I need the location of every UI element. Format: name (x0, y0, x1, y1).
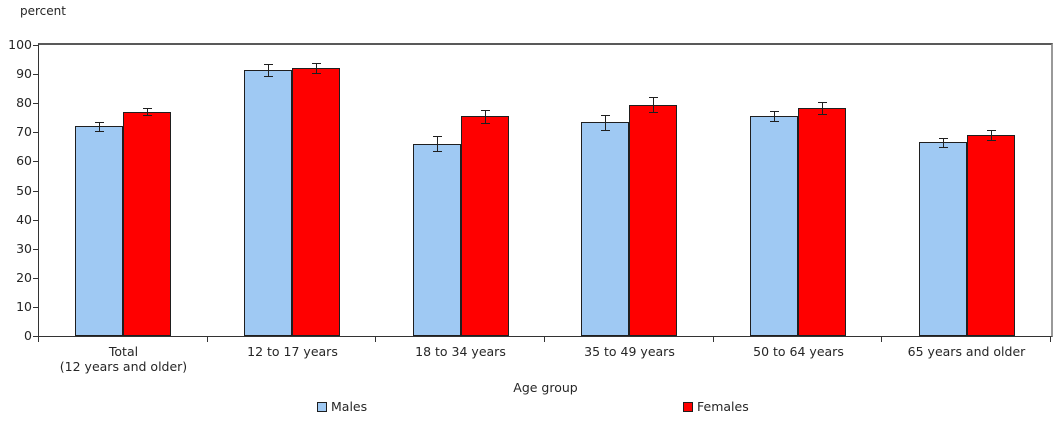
y-axis-tick-mark (33, 191, 38, 192)
error-bar (316, 63, 317, 73)
legend-item-females: Females (683, 399, 749, 414)
bar-females (292, 68, 340, 336)
x-category-label: 18 to 34 years (415, 344, 506, 359)
x-axis-tick-mark (38, 337, 39, 342)
y-axis-tick-label: 50 (16, 183, 32, 198)
error-bar-cap (481, 123, 490, 124)
x-category-label: 65 years and older (907, 344, 1026, 359)
y-axis-tick-mark (33, 74, 38, 75)
error-bar (605, 115, 606, 130)
y-axis-tick-label: 70 (16, 124, 32, 139)
y-axis-tick-mark (33, 161, 38, 162)
x-category-label: 50 to 64 years (753, 344, 844, 359)
bar-males (413, 144, 461, 336)
y-axis-tick-mark (33, 249, 38, 250)
legend-label-males: Males (331, 399, 368, 414)
y-axis-tick-label: 0 (24, 328, 32, 343)
x-axis-tick-mark (375, 337, 376, 342)
legend-item-males: Males (317, 399, 367, 414)
y-axis-tick-mark (33, 336, 38, 337)
error-bar-cap (649, 97, 658, 98)
error-bar-cap (987, 130, 996, 131)
error-bar (99, 122, 100, 131)
x-axis-tick-mark (207, 337, 208, 342)
y-axis-tick-label: 30 (16, 241, 32, 256)
error-bar-cap (95, 122, 104, 123)
x-axis-tick-mark (881, 337, 882, 342)
y-axis-tick-label: 80 (16, 95, 32, 110)
bar-males (75, 126, 123, 336)
bar-females (461, 116, 509, 336)
error-bar-cap (312, 73, 321, 74)
error-bar-cap (818, 114, 827, 115)
x-category-label: 12 to 17 years (247, 344, 338, 359)
error-bar-cap (770, 121, 779, 122)
bar-males (750, 116, 798, 336)
error-bar-cap (770, 111, 779, 112)
error-bar-cap (95, 131, 104, 132)
error-bar (437, 136, 438, 151)
error-bar-cap (433, 151, 442, 152)
y-axis-tick-label: 90 (16, 66, 32, 81)
legend: Males Females (0, 399, 1059, 419)
x-axis-tick-mark (544, 337, 545, 342)
error-bar (774, 111, 775, 121)
bar-females (629, 105, 677, 336)
legend-swatch-females-icon (683, 401, 693, 412)
error-bar (268, 64, 269, 76)
y-axis-tick-mark (33, 307, 38, 308)
y-axis-tick-label: 20 (16, 270, 32, 285)
error-bar-cap (601, 115, 610, 116)
error-bar-cap (601, 130, 610, 131)
error-bar-cap (264, 64, 273, 65)
error-bar (991, 130, 992, 140)
error-bar-cap (433, 136, 442, 137)
y-axis-tick-label: 100 (8, 37, 32, 52)
bar-males (244, 70, 292, 336)
y-axis-tick-mark (33, 220, 38, 221)
error-bar-cap (939, 147, 948, 148)
y-axis-title: percent (20, 4, 66, 18)
error-bar (147, 108, 148, 115)
y-axis-tick-label: 60 (16, 153, 32, 168)
y-axis-tick-label: 10 (16, 299, 32, 314)
plot-area (38, 43, 1053, 337)
error-bar-cap (143, 115, 152, 116)
legend-swatch-males-icon (317, 401, 327, 412)
error-bar-cap (481, 110, 490, 111)
bar-males (919, 142, 967, 336)
y-axis-tick-mark (33, 278, 38, 279)
bar-females (123, 112, 171, 336)
x-axis-tick-mark (713, 337, 714, 342)
y-axis-tick-mark (33, 103, 38, 104)
error-bar-cap (939, 138, 948, 139)
error-bar-cap (143, 108, 152, 109)
x-axis-title: Age group (513, 380, 578, 395)
y-axis-tick-label: 40 (16, 212, 32, 227)
legend-label-females: Females (697, 399, 749, 414)
x-category-label: Total (12 years and older) (59, 344, 188, 374)
y-axis-tick-mark (33, 132, 38, 133)
bar-males (581, 122, 629, 336)
error-bar-cap (312, 63, 321, 64)
error-bar-cap (264, 76, 273, 77)
error-bar-cap (649, 112, 658, 113)
error-bar (653, 97, 654, 112)
bar-females (798, 108, 846, 336)
error-bar (943, 138, 944, 147)
error-bar (822, 102, 823, 114)
bar-females (967, 135, 1015, 336)
x-category-label: 35 to 49 years (584, 344, 675, 359)
y-axis-tick-mark (33, 45, 38, 46)
error-bar-cap (987, 140, 996, 141)
error-bar-cap (818, 102, 827, 103)
x-axis-tick-mark (1050, 337, 1051, 342)
error-bar (485, 110, 486, 123)
